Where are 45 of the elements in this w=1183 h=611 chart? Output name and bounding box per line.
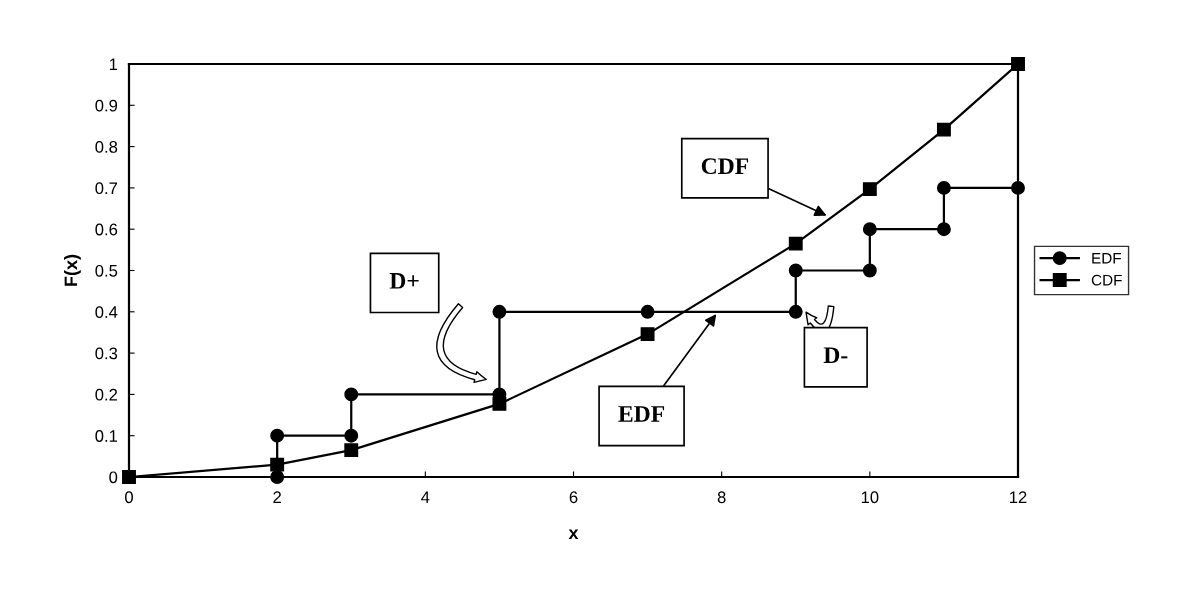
annotation: D- (823, 347, 848, 363)
annotation: EDF (618, 406, 665, 422)
point (122, 470, 136, 484)
point (640, 327, 655, 342)
x-tick-label: 4 (421, 491, 430, 503)
y-tick-label: 0.2 (95, 388, 118, 401)
point (936, 222, 951, 237)
point (788, 304, 803, 319)
point (936, 180, 951, 195)
x-tick-label: 2 (273, 491, 281, 503)
point (344, 428, 359, 443)
point (862, 222, 877, 237)
y-tick-label: 0.9 (95, 99, 118, 112)
annotation: CDF (701, 158, 749, 175)
x-tick-label: 8 (717, 491, 726, 504)
point (270, 457, 285, 472)
legend-label: CDF (1091, 274, 1122, 286)
point (862, 263, 877, 278)
point (788, 263, 803, 278)
x-tick-label: 6 (569, 491, 578, 504)
y-tick-label: 0.5 (95, 264, 118, 277)
y-tick-label: 0.1 (95, 430, 118, 442)
point (862, 182, 877, 197)
annotation: D+ (389, 273, 419, 289)
x-tick-label: 0 (125, 491, 133, 504)
y-tick-label: 0.6 (95, 223, 118, 236)
point (788, 236, 803, 251)
x-tick-label: 12 (1010, 491, 1027, 503)
y-tick-label: 0 (109, 471, 118, 484)
y-tick-label: 1 (109, 58, 118, 71)
x-axis-title: x (568, 529, 579, 539)
y-tick-label: 0.4 (95, 306, 118, 318)
point (270, 428, 285, 443)
y-tick-label: 0.3 (95, 347, 118, 360)
point (344, 443, 359, 458)
point (492, 396, 507, 411)
legend-label: EDF (1092, 253, 1121, 264)
y-axis-title: F(x) (64, 254, 81, 286)
y-tick-label: 0.7 (95, 182, 118, 195)
point (344, 387, 359, 402)
point (492, 304, 507, 319)
point (640, 304, 655, 319)
x-tick-label: 10 (861, 491, 879, 504)
y-tick-label: 0.8 (95, 141, 118, 153)
point (936, 122, 951, 137)
